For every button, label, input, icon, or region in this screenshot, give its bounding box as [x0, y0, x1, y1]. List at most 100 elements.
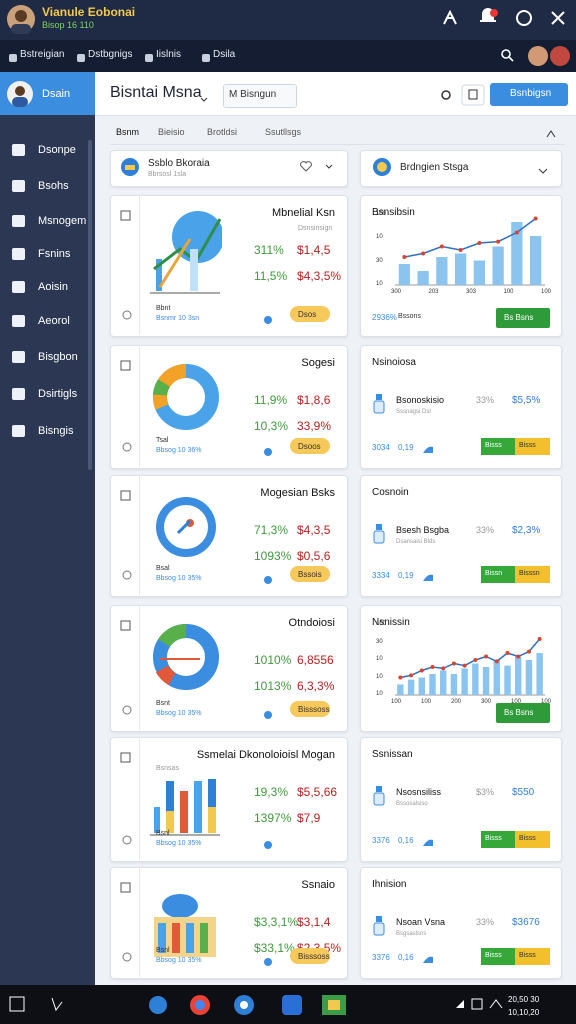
badge-yellow[interactable] — [515, 948, 550, 965]
badge-green[interactable] — [481, 438, 515, 455]
icon-shape — [377, 162, 387, 172]
icon-shape — [12, 215, 25, 227]
sidebar-item[interactable]: Dsonpe — [38, 144, 76, 156]
badge[interactable] — [290, 306, 330, 322]
icon-shape — [122, 310, 132, 320]
y-tick-label: 30 — [376, 638, 383, 645]
x-tick-label: 100 — [391, 699, 402, 705]
badge-label: Bisss — [485, 835, 502, 842]
card-checkbox — [120, 619, 132, 631]
metric-value: 33,9% — [297, 419, 332, 433]
icon-shape — [12, 315, 25, 327]
badge-label: Bisss — [485, 442, 502, 449]
sidebar-item[interactable]: Dsirtigls — [38, 388, 78, 400]
item-foot-label: 0,19 — [398, 571, 414, 580]
icon-shape — [12, 425, 25, 437]
icon-shape — [158, 238, 192, 288]
icon-shape — [156, 259, 162, 291]
nav-item[interactable]: Bstreigian — [20, 49, 65, 60]
tab[interactable]: Bsnm — [116, 127, 140, 137]
badge[interactable] — [290, 701, 330, 717]
icon-shape — [120, 210, 131, 221]
icon-shape — [208, 807, 216, 833]
badge[interactable] — [290, 948, 330, 964]
icon-shape — [121, 158, 139, 176]
icon-shape — [194, 781, 202, 833]
chart-button[interactable] — [496, 703, 550, 723]
sidebar-icon — [11, 214, 27, 228]
icon-shape — [423, 574, 433, 581]
item-icon — [372, 523, 386, 545]
sidebar-item[interactable]: Dsain — [42, 88, 71, 100]
right-header-icon — [372, 157, 392, 177]
tab[interactable]: Ssutllsgs — [265, 127, 302, 137]
badge[interactable] — [290, 566, 330, 582]
icon-shape — [516, 10, 532, 26]
nav-icon — [8, 50, 18, 62]
sidebar-item[interactable]: Aoisin — [38, 281, 68, 293]
card-foot-text: Bbsog 10 35% — [156, 710, 202, 717]
badge-green[interactable] — [481, 566, 515, 583]
nav-item[interactable]: Iislnis — [156, 49, 182, 60]
badge-yellow[interactable] — [515, 831, 550, 848]
card-foot-label: Tsal — [156, 437, 169, 444]
status-dot — [264, 836, 272, 849]
sidebar-item[interactable]: Aeorol — [38, 315, 70, 327]
icon-shape — [176, 519, 192, 535]
y-tick-label: 10 — [376, 656, 383, 662]
right-card-title: Cosnoin — [372, 487, 409, 498]
sidebar-item[interactable]: Bsohs — [38, 180, 69, 192]
icon-shape — [7, 81, 33, 107]
tab[interactable]: Bieisio — [158, 127, 185, 137]
sidebar-item[interactable]: Bisgbon — [38, 351, 78, 363]
metric-percent: 10,3% — [254, 419, 289, 433]
icon-shape — [12, 351, 25, 363]
nav-item[interactable]: Dstbgnigs — [88, 49, 133, 60]
icon-shape — [7, 5, 35, 34]
icon-shape — [551, 11, 565, 25]
chart-button[interactable] — [496, 308, 550, 328]
sidebar-item[interactable]: Bisngis — [38, 425, 74, 437]
item-percent: $3% — [476, 787, 495, 797]
icon-shape — [202, 54, 210, 62]
icon-shape — [122, 310, 132, 320]
icon-shape — [456, 1000, 464, 1008]
icon-shape — [122, 570, 132, 580]
icon-shape — [122, 570, 132, 580]
badge-green[interactable] — [481, 948, 515, 965]
icon-shape — [172, 923, 180, 953]
item-foot-label: 0,19 — [398, 443, 414, 452]
badge[interactable] — [290, 438, 330, 454]
icon-shape — [373, 158, 391, 176]
icon-shape — [153, 364, 187, 410]
badge-green[interactable] — [481, 831, 515, 848]
icon-shape — [120, 882, 131, 893]
icon-shape — [373, 524, 385, 544]
badge-yellow[interactable] — [515, 566, 550, 583]
dropdown[interactable] — [223, 84, 297, 108]
icon-shape — [9, 995, 346, 1015]
primary-button[interactable] — [490, 83, 568, 106]
y-tick-label: 10 — [376, 691, 383, 697]
icon-shape — [120, 752, 131, 763]
metric-percent: 11,9% — [254, 393, 288, 407]
right-header-card[interactable] — [360, 150, 562, 187]
card-foot-text: Bsnmr 10 3sn — [156, 315, 200, 322]
item-subtitle: Bssosalsiso — [396, 801, 428, 807]
badge-yellow[interactable] — [515, 438, 550, 455]
icon-shape — [200, 97, 208, 102]
app-subtitle: Bisop 16 110 — [42, 20, 94, 30]
card-title: Ssmelai Dkonoloioisl Mogan — [196, 749, 335, 761]
tab[interactable]: Brotldsi — [207, 127, 238, 137]
icon-shape — [12, 315, 25, 327]
sidebar-item[interactable]: Fsnins — [38, 248, 71, 260]
item-name: Bsesh Bsgba — [396, 525, 450, 535]
nav-item[interactable]: Dsila — [213, 49, 236, 60]
item-foot: 3376 — [372, 836, 390, 845]
card-illustration — [150, 489, 222, 577]
sidebar-icon — [11, 280, 27, 294]
sidebar-item[interactable]: Msnogem — [38, 215, 87, 227]
icon-shape — [546, 130, 556, 138]
card-foot-label: Bsnl — [156, 947, 170, 954]
status-dot — [264, 571, 272, 584]
